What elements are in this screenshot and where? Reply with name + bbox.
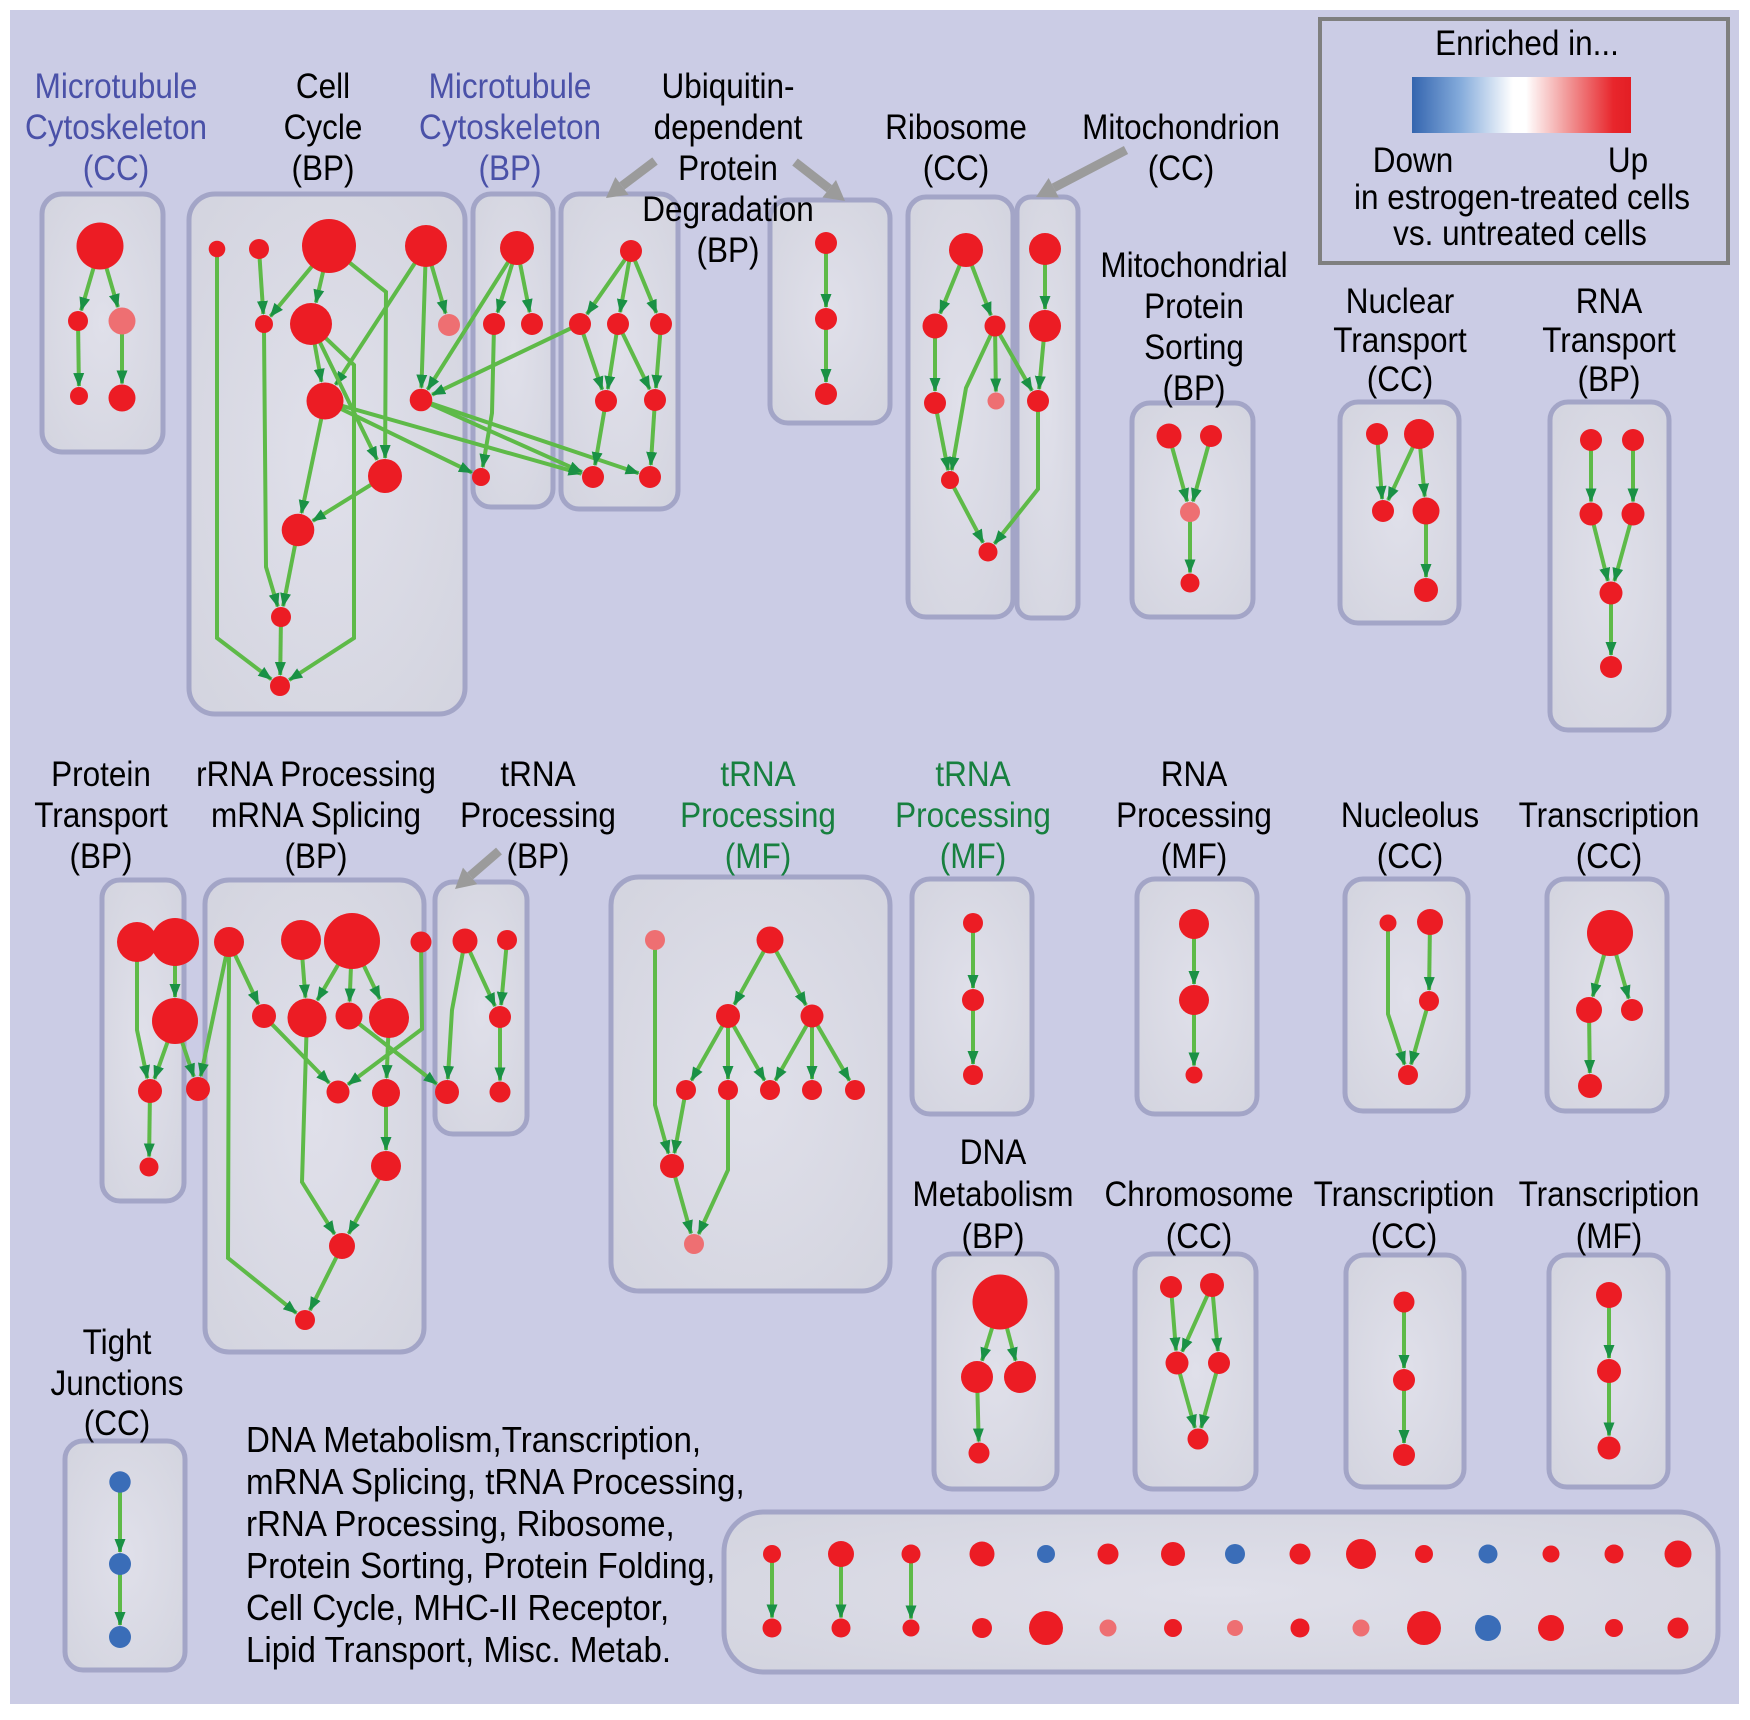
svg-text:Microtubule: Microtubule — [429, 68, 592, 107]
svg-text:(BP): (BP) — [1163, 370, 1226, 409]
svg-text:Protein: Protein — [678, 150, 778, 189]
svg-text:Enriched in...: Enriched in... — [1435, 25, 1619, 64]
svg-text:Mitochondrion: Mitochondrion — [1082, 109, 1280, 148]
svg-text:(BP): (BP) — [962, 1218, 1025, 1257]
svg-text:Cell Cycle, MHC-II Receptor,: Cell Cycle, MHC-II Receptor, — [246, 1589, 669, 1629]
svg-text:Processing: Processing — [680, 797, 836, 836]
svg-text:DNA Metabolism,Transcription,: DNA Metabolism,Transcription, — [246, 1421, 701, 1461]
svg-text:RNA: RNA — [1576, 283, 1643, 322]
svg-text:(CC): (CC) — [1367, 361, 1433, 400]
svg-text:rRNA Processing, Ribosome,: rRNA Processing, Ribosome, — [246, 1505, 675, 1545]
svg-text:(BP): (BP) — [697, 232, 760, 271]
svg-text:tRNA: tRNA — [935, 756, 1011, 795]
svg-text:Nuclear: Nuclear — [1346, 283, 1455, 322]
svg-text:Protein Sorting, Protein Foldi: Protein Sorting, Protein Folding, — [246, 1547, 715, 1587]
svg-text:(CC): (CC) — [1166, 1218, 1232, 1257]
svg-text:Cell: Cell — [296, 68, 350, 107]
svg-text:Processing: Processing — [1116, 797, 1272, 836]
svg-text:Cycle: Cycle — [284, 109, 363, 148]
svg-text:Tight: Tight — [83, 1324, 152, 1363]
svg-text:(MF): (MF) — [1576, 1218, 1642, 1257]
svg-text:(CC): (CC) — [1377, 838, 1443, 877]
svg-text:(CC): (CC) — [1576, 838, 1642, 877]
svg-text:in estrogen-treated cells: in estrogen-treated cells — [1354, 179, 1690, 218]
svg-text:(BP): (BP) — [507, 838, 570, 877]
svg-text:Transport: Transport — [34, 797, 168, 836]
svg-text:Junctions: Junctions — [50, 1365, 183, 1404]
svg-text:(CC): (CC) — [83, 150, 149, 189]
svg-text:Nucleolus: Nucleolus — [1341, 797, 1479, 836]
svg-text:Transcription: Transcription — [1519, 1176, 1700, 1215]
svg-text:tRNA: tRNA — [720, 756, 796, 795]
svg-text:Protein: Protein — [1144, 288, 1244, 327]
svg-text:Processing: Processing — [460, 797, 616, 836]
svg-text:Microtubule: Microtubule — [35, 68, 198, 107]
svg-text:Lipid Transport, Misc. Metab.: Lipid Transport, Misc. Metab. — [246, 1631, 671, 1671]
svg-text:Metabolism: Metabolism — [913, 1176, 1074, 1215]
svg-text:Cytoskeleton: Cytoskeleton — [419, 109, 601, 148]
svg-text:(BP): (BP) — [285, 838, 348, 877]
svg-text:(CC): (CC) — [923, 150, 989, 189]
svg-text:(MF): (MF) — [725, 838, 791, 877]
svg-text:mRNA Splicing, tRNA Processing: mRNA Splicing, tRNA Processing, — [246, 1463, 745, 1503]
svg-text:(CC): (CC) — [1148, 150, 1214, 189]
svg-text:(CC): (CC) — [84, 1405, 150, 1444]
svg-text:dependent: dependent — [654, 109, 803, 148]
svg-text:(BP): (BP) — [292, 150, 355, 189]
svg-text:(BP): (BP) — [479, 150, 542, 189]
svg-text:Transcription: Transcription — [1314, 1176, 1495, 1215]
svg-text:(CC): (CC) — [1371, 1218, 1437, 1257]
svg-text:Processing: Processing — [895, 797, 1051, 836]
svg-text:Sorting: Sorting — [1144, 329, 1244, 368]
svg-text:rRNA Processing: rRNA Processing — [196, 756, 436, 795]
svg-text:Protein: Protein — [51, 756, 151, 795]
svg-text:Transcription: Transcription — [1519, 797, 1700, 836]
svg-text:DNA: DNA — [960, 1134, 1027, 1173]
svg-text:Ribosome: Ribosome — [885, 109, 1027, 148]
svg-text:(MF): (MF) — [940, 838, 1006, 877]
svg-text:Cytoskeleton: Cytoskeleton — [25, 109, 207, 148]
svg-text:(BP): (BP) — [70, 838, 133, 877]
svg-text:Transport: Transport — [1542, 322, 1676, 361]
svg-text:Down: Down — [1373, 142, 1454, 181]
svg-text:Mitochondrial: Mitochondrial — [1100, 247, 1287, 286]
svg-text:Chromosome: Chromosome — [1105, 1176, 1294, 1215]
svg-text:(BP): (BP) — [1578, 361, 1641, 400]
svg-text:Transport: Transport — [1333, 322, 1467, 361]
svg-text:tRNA: tRNA — [500, 756, 576, 795]
svg-text:Up: Up — [1608, 142, 1648, 181]
svg-text:(MF): (MF) — [1161, 838, 1227, 877]
svg-text:mRNA Splicing: mRNA Splicing — [211, 797, 421, 836]
svg-text:Degradation: Degradation — [642, 191, 814, 230]
svg-text:Ubiquitin-: Ubiquitin- — [661, 68, 794, 107]
svg-text:RNA: RNA — [1161, 756, 1228, 795]
svg-text:vs. untreated cells: vs. untreated cells — [1393, 215, 1647, 254]
